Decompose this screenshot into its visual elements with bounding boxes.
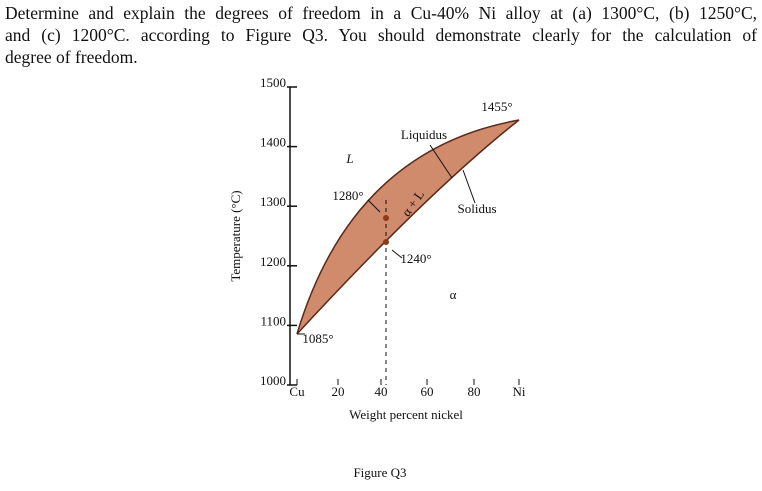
- x-tick-label: Cu: [289, 384, 305, 399]
- annotation: 1455°: [481, 99, 512, 114]
- x-axis-label: Weight percent nickel: [349, 407, 463, 422]
- annotation: 1085°: [302, 331, 333, 346]
- annotation: α: [450, 287, 457, 302]
- annotation: 1240°: [400, 251, 431, 266]
- x-tick-label: 40: [375, 384, 388, 399]
- annotation: Solidus: [457, 201, 496, 216]
- y-tick-label: 1100: [260, 313, 286, 328]
- x-tick-label: 80: [468, 384, 481, 399]
- y-tick-label: 1200: [260, 254, 286, 269]
- leader: [429, 144, 453, 179]
- question-line: Determine and explain the degrees of fre…: [5, 3, 757, 23]
- annotation: Liquidus: [401, 127, 447, 142]
- y-axis-label: Temperature (°C): [228, 190, 243, 281]
- y-tick-label: 1000: [260, 373, 286, 388]
- leader: [367, 199, 381, 213]
- question-line: degree of freedom.: [5, 47, 138, 67]
- y-tick-label: 1400: [260, 135, 286, 150]
- x-tick-label: Ni: [513, 384, 526, 399]
- y-tick-label: 1300: [260, 194, 286, 209]
- caption: Figure Q3: [353, 465, 406, 480]
- x-tick-label: 60: [421, 384, 434, 399]
- annotation: L: [345, 151, 353, 166]
- x-tick-label: 20: [332, 384, 345, 399]
- two-phase-region: [296, 119, 520, 335]
- y-tick-label: 1500: [260, 75, 286, 90]
- leader: [462, 169, 476, 204]
- annotation: 1280°: [332, 188, 363, 203]
- point: [383, 239, 389, 245]
- point: [383, 215, 389, 221]
- question-line: and (c) 1200°C. according to Figure Q3. …: [5, 25, 757, 45]
- leader: [391, 249, 403, 259]
